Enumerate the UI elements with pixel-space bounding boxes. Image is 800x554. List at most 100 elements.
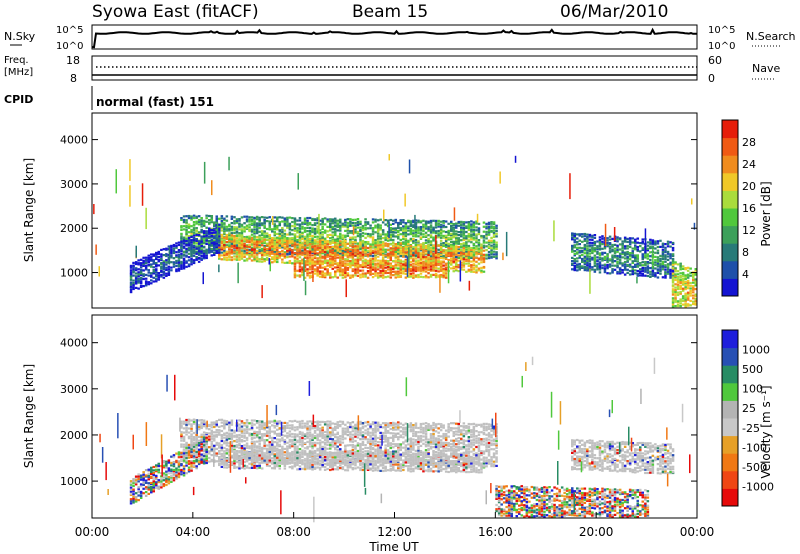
heatmap-cell (442, 221, 445, 224)
heatmap-cell (185, 430, 188, 433)
heatmap-cell (255, 426, 259, 429)
heatmap-cell (414, 262, 418, 265)
heatmap-cell (180, 445, 183, 448)
heatmap-cell (460, 243, 463, 246)
heatmap-cell (235, 246, 239, 249)
heatmap-cell (329, 233, 332, 236)
heatmap-cell (394, 228, 398, 231)
heatmap-cell (422, 250, 425, 254)
heatmap-cell (606, 253, 609, 256)
heatmap-cell (296, 246, 299, 249)
heatmap-cell (248, 243, 251, 246)
heatmap-cell (392, 265, 395, 268)
heatmap-cell (165, 247, 168, 250)
heatmap-cell (676, 270, 680, 273)
heatmap-cell (220, 435, 224, 438)
heatmap-cell (611, 245, 614, 248)
heatmap-cell (674, 305, 677, 308)
heatmap-cell (359, 276, 362, 279)
heatmap-cell (636, 272, 640, 275)
heatmap-cell (195, 238, 198, 241)
heatmap-cell (235, 444, 239, 447)
heatmap-cell (331, 246, 335, 249)
heatmap-cell (485, 222, 488, 225)
heatmap-cell (392, 230, 395, 234)
heatmap-cell (631, 247, 635, 250)
heatmap-cell (354, 224, 357, 227)
heatmap-cell (253, 256, 256, 259)
heatmap-cell (470, 228, 473, 231)
heatmap-cell (213, 227, 216, 230)
heatmap-cell (354, 222, 357, 225)
heatmap-cell (477, 262, 481, 265)
heatmap-cell (379, 266, 382, 269)
heatmap-cell (467, 251, 471, 255)
heatmap-cell (202, 442, 206, 445)
heatmap-cell (313, 222, 317, 225)
heatmap-cell (321, 233, 324, 236)
heatmap-cell (298, 217, 302, 220)
heatmap-cell (351, 269, 355, 273)
heatmap-cell (339, 246, 342, 249)
heatmap-cell (381, 258, 385, 261)
heatmap-cell (230, 434, 234, 437)
heatmap-cell (472, 254, 476, 257)
heatmap-cell (634, 259, 637, 263)
heatmap-cell (215, 454, 219, 457)
heatmap-cell (452, 236, 456, 239)
noise-right-bottom-tick: 10^0 (708, 41, 735, 52)
heatmap-cell (192, 453, 196, 456)
heatmap-streak (216, 222, 219, 238)
heatmap-cell (470, 236, 473, 239)
heatmap-cell (160, 261, 163, 265)
heatmap-cell (634, 241, 637, 244)
heatmap-cell (686, 283, 690, 286)
heatmap-cell (351, 268, 355, 271)
heatmap-cell (628, 263, 632, 266)
heatmap-cell (213, 450, 216, 453)
heatmap-cell (260, 437, 264, 440)
heatmap-cell (450, 232, 453, 235)
heatmap-cell (187, 435, 191, 438)
heatmap-cell (240, 446, 244, 450)
heatmap-cell (389, 254, 393, 257)
heatmap-cell (180, 262, 183, 265)
heatmap-cell (218, 442, 221, 445)
heatmap-cell (293, 239, 297, 242)
heatmap-cell (354, 228, 357, 231)
heatmap-cell (661, 257, 665, 261)
heatmap-cell (404, 245, 408, 248)
heatmap-cell (273, 255, 277, 258)
heatmap-cell (339, 240, 342, 243)
heatmap-cell (656, 264, 660, 267)
heatmap-cell (384, 248, 387, 251)
heatmap-cell (649, 241, 652, 244)
heatmap-cell (129, 271, 133, 274)
heatmap-cell (495, 243, 498, 246)
heatmap-cell (492, 255, 496, 258)
heatmap-cell (689, 292, 692, 295)
heatmap-cell (364, 232, 367, 235)
heatmap-streak (589, 268, 591, 294)
colorbar-segment (722, 172, 738, 191)
heatmap-cell (344, 264, 347, 267)
heatmap-cell (664, 249, 667, 252)
heatmap-cell (666, 268, 670, 271)
heatmap-cell (150, 274, 153, 277)
heatmap-cell (414, 233, 418, 236)
heatmap-cell (202, 233, 206, 236)
heatmap-cell (621, 264, 624, 267)
heatmap-cell (195, 215, 198, 218)
heatmap-cell (654, 272, 657, 275)
heatmap-cell (349, 244, 352, 247)
heatmap-cell (258, 258, 261, 261)
heatmap-cell (235, 244, 239, 247)
heatmap-cell (230, 252, 234, 255)
heatmap-cell (213, 444, 216, 447)
heatmap-cell (283, 252, 287, 255)
heatmap-cell (336, 235, 340, 238)
date-label: 06/Mar/2010 (560, 2, 668, 22)
heatmap-cell (467, 221, 471, 224)
heatmap-cell (447, 244, 450, 247)
